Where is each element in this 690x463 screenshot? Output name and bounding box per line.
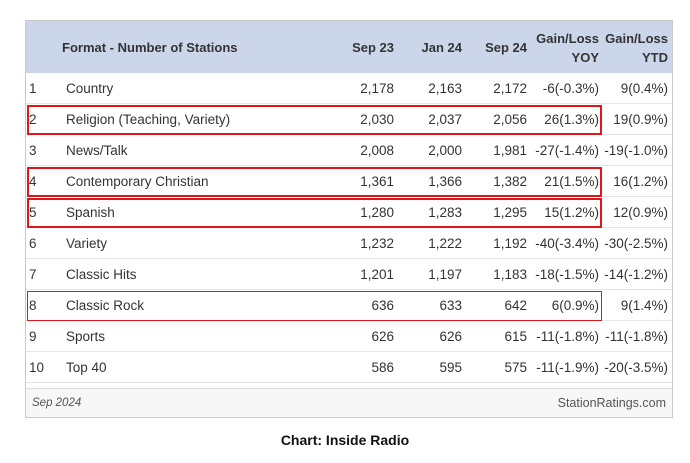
cell-jan24: 1,222: [428, 236, 462, 251]
cell-sep24: 575: [504, 360, 527, 375]
cell-format: Spanish: [66, 205, 115, 220]
cell-jan24: 2,000: [428, 143, 462, 158]
stations-table: Format - Number of Stations Sep 23 Jan 2…: [25, 20, 673, 418]
cell-format: Variety: [66, 236, 108, 251]
header-sep24: Sep 24: [485, 40, 527, 55]
cell-sep24: 2,172: [493, 81, 527, 96]
cell-sep23: 636: [371, 298, 394, 313]
cell-yoy: -40(-3.4%): [535, 236, 599, 251]
header-yoy-line2: YOY: [571, 50, 599, 65]
cell-ytd: -30(-2.5%): [604, 236, 668, 251]
cell-sep24: 1,183: [493, 267, 527, 282]
cell-ytd: 9(1.4%): [620, 298, 668, 313]
cell-jan24: 633: [439, 298, 462, 313]
cell-yoy: -27(-1.4%): [535, 143, 599, 158]
cell-ytd: -19(-1.0%): [604, 143, 668, 158]
cell-sep23: 1,201: [360, 267, 394, 282]
cell-ytd: -20(-3.5%): [604, 360, 668, 375]
cell-rank: 1: [29, 81, 37, 96]
cell-sep23: 1,232: [360, 236, 394, 251]
cell-sep24: 1,192: [493, 236, 527, 251]
cell-sep24: 615: [504, 329, 527, 344]
header-yoy: Gain/Loss YOY: [536, 29, 599, 67]
cell-jan24: 1,283: [428, 205, 462, 220]
cell-ytd: 12(0.9%): [613, 205, 668, 220]
header-ytd-line2: YTD: [642, 50, 668, 65]
cell-ytd: -11(-1.8%): [605, 329, 668, 344]
cell-sep24: 642: [504, 298, 527, 313]
cell-rank: 3: [29, 143, 37, 158]
header-format: Format - Number of Stations: [62, 40, 238, 55]
cell-format: Country: [66, 81, 114, 96]
header-jan24: Jan 24: [421, 40, 462, 55]
cell-yoy: -11(-1.8%): [536, 329, 599, 344]
cell-ytd: 9(0.4%): [620, 81, 668, 96]
cell-jan24: 595: [439, 360, 462, 375]
chart-caption: Chart: Inside Radio: [280, 432, 410, 448]
table-row: 4 Contemporary Christian 1,361 1,366 1,382 21…: [26, 166, 672, 197]
cell-yoy: -11(-1.9%): [536, 360, 599, 375]
cell-jan24: 626: [439, 329, 462, 344]
cell-sep23: 2,008: [360, 143, 394, 158]
header-ytd-line1: Gain/Loss: [605, 31, 668, 46]
table-row: 3 News/Talk 2,008 2,000 1,981 -27(-1.4%) -19(-…: [26, 135, 672, 166]
cell-yoy: 21(1.5%): [544, 174, 599, 189]
table-row: 7 Classic Hits 1,201 1,197 1,183 -18(-1.5%) -1…: [26, 259, 672, 290]
cell-sep23: 1,361: [360, 174, 394, 189]
cell-rank: 8: [29, 298, 37, 313]
cell-rank: 9: [29, 329, 37, 344]
cell-ytd: 19(0.9%): [613, 112, 668, 127]
cell-format: Sports: [66, 329, 106, 344]
cell-yoy: -6(-0.3%): [542, 81, 599, 96]
cell-rank: 6: [29, 236, 37, 251]
cell-jan24: 2,163: [428, 81, 462, 96]
header-yoy-line1: Gain/Loss: [536, 31, 599, 46]
cell-sep23: 1,280: [360, 205, 394, 220]
cell-rank: 10: [29, 360, 45, 375]
cell-sep24: 1,981: [493, 143, 527, 158]
cell-rank: 2: [29, 112, 37, 127]
cell-rank: 5: [29, 205, 37, 220]
cell-format: News/Talk: [66, 143, 128, 158]
cell-sep24: 1,295: [493, 205, 527, 220]
header-sep23: Sep 23: [352, 40, 394, 55]
cell-yoy: 26(1.3%): [544, 112, 599, 127]
cell-format: Classic Hits: [66, 267, 137, 282]
cell-format: Religion (Teaching, Variety): [66, 112, 231, 127]
table-row: 9 Sports 626 626 615 -11(-1.8%) -11(-1.8%): [26, 321, 672, 352]
cell-sep23: 2,178: [360, 81, 394, 96]
table-footer: Sep 2024 StationRatings.com: [26, 388, 672, 417]
footer-source: StationRatings.com: [557, 396, 666, 410]
cell-yoy: -18(-1.5%): [535, 267, 599, 282]
cell-rank: 7: [29, 267, 37, 282]
table-row: 1 Country 2,178 2,163 2,172 -6(-0.3%) 9(0.4%): [26, 73, 672, 104]
cell-jan24: 1,366: [428, 174, 462, 189]
cell-sep24: 2,056: [493, 112, 527, 127]
cell-format: Contemporary Christian: [66, 174, 209, 189]
table-row: 6 Variety 1,232 1,222 1,192 -40(-3.4%) -30(-2.…: [26, 228, 672, 259]
cell-format: Top 40: [66, 360, 107, 375]
table-row: 5 Spanish 1,280 1,283 1,295 15(1.2%) 12(0.9%): [26, 197, 672, 228]
header-ytd: Gain/Loss YTD: [605, 29, 668, 67]
cell-sep24: 1,382: [493, 174, 527, 189]
cell-jan24: 1,197: [428, 267, 462, 282]
table-row: 10 Top 40 586 595 575 -11(-1.9%) -20(-3.5%): [26, 352, 672, 383]
cell-sep23: 586: [371, 360, 394, 375]
cell-sep23: 2,030: [360, 112, 394, 127]
cell-sep23: 626: [371, 329, 394, 344]
cell-rank: 4: [29, 174, 37, 189]
cell-yoy: 6(0.9%): [551, 298, 599, 313]
cell-yoy: 15(1.2%): [544, 205, 599, 220]
cell-format: Classic Rock: [66, 298, 145, 313]
cell-ytd: -14(-1.2%): [604, 267, 668, 282]
table-row: 2 Religion (Teaching, Variety) 2,030 2,037 2…: [26, 104, 672, 135]
footer-date: Sep 2024: [32, 397, 82, 409]
cell-ytd: 16(1.2%): [613, 174, 668, 189]
table-row: 8 Classic Rock 636 633 642 6(0.9%) 9(1.4%): [26, 290, 672, 321]
cell-jan24: 2,037: [428, 112, 462, 127]
table-header: Format - Number of Stations Sep 23 Jan 2…: [26, 21, 672, 73]
